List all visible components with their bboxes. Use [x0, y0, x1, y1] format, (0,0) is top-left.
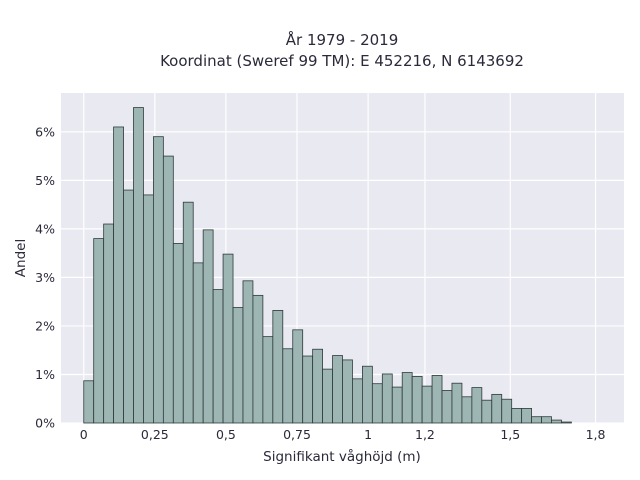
x-axis-ticks: 0 0,25 0,5 0,75 1 1,2 1,5 1,8 — [80, 427, 606, 442]
histogram-bar — [561, 421, 572, 424]
x-tick-label: 1,2 — [415, 427, 435, 442]
histogram-bar — [441, 390, 453, 424]
histogram-bar — [222, 253, 234, 424]
chart-title: År 1979 - 2019 — [286, 30, 399, 49]
histogram-bar — [143, 194, 154, 424]
x-tick-label: 1,8 — [586, 427, 606, 442]
histogram-bar — [83, 380, 95, 424]
histogram-bar — [421, 385, 433, 424]
y-tick-label: 5% — [35, 173, 55, 188]
histogram-bar — [461, 396, 473, 424]
histogram-bar — [262, 336, 274, 424]
histogram-bar — [212, 289, 224, 424]
histogram-bar — [242, 280, 254, 424]
y-axis-label: Andel — [13, 239, 29, 277]
histogram-bar — [272, 310, 284, 424]
histogram-bar — [123, 189, 134, 424]
histogram-bar — [192, 262, 204, 424]
histogram-bar — [153, 136, 164, 424]
histogram-bar — [252, 294, 264, 424]
histogram-bar — [172, 243, 184, 424]
histogram-bar — [342, 359, 353, 424]
histogram-bar — [491, 393, 503, 424]
histogram-bar — [521, 408, 532, 424]
histogram-bar — [113, 126, 124, 424]
y-tick-label: 0% — [35, 416, 55, 431]
histogram-bar — [551, 419, 562, 424]
histogram-bar — [431, 375, 443, 424]
histogram-bar — [202, 229, 214, 424]
x-tick-label: 0,75 — [283, 427, 311, 442]
y-axis-ticks: 0% 1% 2% 3% 4% 5% 6% — [35, 124, 55, 430]
histogram-bar — [103, 223, 115, 424]
x-tick-label: 0,25 — [141, 427, 169, 442]
x-tick-label: 0,5 — [216, 427, 236, 442]
y-tick-label: 6% — [35, 124, 55, 139]
histogram-bar — [312, 348, 323, 424]
histogram-bar — [302, 355, 314, 424]
histogram-bar — [371, 383, 383, 424]
histogram-bar — [232, 307, 244, 424]
histogram-bar — [332, 355, 343, 424]
histogram-bar — [411, 376, 423, 424]
histogram-bar — [322, 368, 333, 424]
chart-subtitle: Koordinat (Sweref 99 TM): E 452216, N 61… — [160, 52, 524, 70]
histogram-bar — [541, 416, 552, 424]
histogram-bar — [162, 155, 174, 424]
y-tick-label: 3% — [35, 270, 55, 285]
histogram-bar — [481, 399, 493, 424]
histogram-bar — [471, 387, 483, 424]
y-tick-label: 1% — [35, 367, 55, 382]
histogram-bars — [83, 107, 572, 424]
histogram-bar — [401, 372, 413, 424]
histogram-bar — [93, 238, 105, 424]
histogram-bar — [352, 378, 363, 424]
histogram-bar — [391, 386, 403, 424]
histogram-bar — [511, 408, 523, 424]
histogram-bar — [531, 416, 542, 424]
x-tick-label: 1 — [364, 427, 372, 442]
histogram-bar — [451, 382, 463, 424]
histogram-bar — [292, 329, 304, 424]
histogram-bar — [182, 201, 194, 424]
x-tick-label: 1,5 — [500, 427, 520, 442]
histogram-bar — [133, 107, 144, 424]
histogram-bar — [381, 373, 393, 424]
histogram-bar — [282, 348, 294, 424]
x-tick-label: 0 — [80, 427, 88, 442]
y-tick-label: 4% — [35, 221, 55, 236]
x-axis-label: Signifikant våghöjd (m) — [263, 448, 421, 465]
histogram-bar — [501, 398, 513, 424]
y-tick-label: 2% — [35, 318, 55, 333]
histogram-bar — [362, 365, 373, 424]
